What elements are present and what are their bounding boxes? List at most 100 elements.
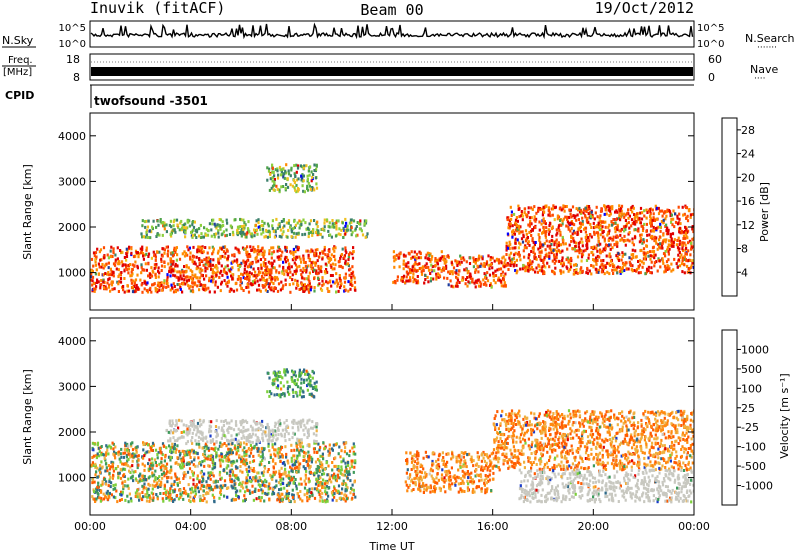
power-cell bbox=[271, 277, 274, 281]
power-cell bbox=[236, 277, 239, 281]
power-cell bbox=[327, 229, 330, 233]
power-cell bbox=[654, 239, 657, 243]
power-cell bbox=[302, 258, 305, 261]
velocity-cell bbox=[150, 491, 153, 495]
power-cell bbox=[492, 271, 495, 275]
velocity-cell bbox=[208, 484, 211, 487]
velocity-cell bbox=[282, 482, 285, 486]
power-cell bbox=[590, 272, 593, 276]
velocity-cell bbox=[241, 480, 244, 484]
velocity-cell bbox=[184, 473, 187, 477]
power-cell bbox=[284, 255, 287, 259]
power-cell bbox=[420, 272, 424, 276]
power-cell bbox=[112, 247, 115, 251]
power-cell bbox=[94, 251, 98, 255]
power-cell bbox=[412, 276, 415, 280]
velocity-cell bbox=[155, 482, 158, 486]
power-cell bbox=[431, 265, 434, 268]
power-cell bbox=[149, 286, 152, 290]
power-cell bbox=[576, 249, 579, 253]
power-cell bbox=[402, 259, 405, 263]
power-cell bbox=[111, 255, 114, 258]
velocity-cell bbox=[241, 459, 244, 463]
power-cell bbox=[202, 283, 205, 287]
power-cell bbox=[563, 209, 566, 213]
power-cell bbox=[296, 265, 299, 269]
power-cell bbox=[103, 264, 106, 268]
power-cell bbox=[193, 233, 196, 237]
power-cell bbox=[295, 286, 298, 290]
velocity-cell bbox=[205, 447, 208, 451]
velocity-cell bbox=[170, 476, 173, 480]
velocity-cell bbox=[328, 451, 331, 455]
power-cell bbox=[94, 287, 97, 291]
power-cell bbox=[310, 267, 313, 271]
power-cell bbox=[561, 222, 564, 226]
power-cell bbox=[618, 210, 621, 214]
power-cell bbox=[295, 183, 298, 187]
power-cell bbox=[302, 266, 305, 270]
power-cell bbox=[526, 236, 529, 239]
velocity-cell bbox=[209, 454, 212, 458]
power-cell bbox=[207, 286, 210, 290]
power-cell bbox=[189, 251, 192, 255]
velocity-cell bbox=[316, 457, 320, 461]
power-cell bbox=[119, 273, 122, 277]
colorbar-tick-label: 16 bbox=[741, 195, 755, 208]
velocity-cell bbox=[202, 494, 205, 497]
power-cell bbox=[443, 276, 446, 280]
velocity-cell bbox=[271, 489, 275, 493]
velocity-cell bbox=[205, 480, 208, 484]
power-cell bbox=[567, 269, 570, 273]
power-cell bbox=[451, 263, 454, 267]
power-cell bbox=[254, 223, 257, 227]
power-cell bbox=[553, 243, 556, 247]
power-cell bbox=[392, 280, 395, 284]
velocity-cell bbox=[271, 443, 274, 447]
velocity-cell bbox=[226, 464, 229, 468]
velocity-cell bbox=[125, 455, 129, 459]
power-cell bbox=[231, 277, 234, 281]
power-cell bbox=[525, 215, 528, 219]
power-cell bbox=[322, 251, 325, 255]
noise-panel-frame bbox=[89, 20, 695, 48]
power-cell bbox=[685, 259, 688, 263]
power-cell bbox=[677, 253, 680, 257]
velocity-cell bbox=[91, 495, 94, 499]
power-cell bbox=[620, 206, 623, 210]
velocity-cell bbox=[98, 450, 101, 454]
power-cell bbox=[151, 225, 154, 229]
velocity-cell bbox=[321, 486, 324, 489]
power-cell bbox=[220, 247, 223, 251]
power-cell bbox=[321, 283, 324, 287]
power-cell bbox=[288, 172, 291, 176]
power-cell bbox=[203, 226, 206, 230]
power-cell bbox=[110, 245, 113, 249]
velocity-cell bbox=[93, 442, 96, 446]
velocity-cell bbox=[127, 444, 130, 448]
power-cell bbox=[165, 230, 168, 234]
power-cell bbox=[508, 219, 511, 223]
power-cell bbox=[185, 265, 188, 269]
power-cell bbox=[273, 181, 276, 185]
power-cell bbox=[518, 215, 521, 219]
power-cell bbox=[643, 209, 646, 213]
power-cell bbox=[146, 289, 149, 293]
power-cell bbox=[300, 260, 303, 264]
power-cell bbox=[254, 230, 257, 234]
power-cell bbox=[311, 186, 314, 189]
noise-tick-right-top: 10^5 bbox=[697, 23, 724, 34]
velocity-cell bbox=[308, 494, 311, 498]
velocity-cell bbox=[233, 483, 236, 487]
power-cell bbox=[196, 250, 199, 254]
velocity-cell bbox=[290, 475, 293, 479]
power-cell bbox=[595, 205, 598, 209]
power-cell bbox=[589, 216, 592, 220]
power-cell bbox=[293, 225, 296, 229]
power-cell bbox=[600, 270, 603, 274]
power-cell bbox=[639, 211, 642, 215]
velocity-cell bbox=[137, 463, 140, 467]
power-cell bbox=[307, 169, 310, 173]
velocity-cell bbox=[160, 472, 164, 476]
